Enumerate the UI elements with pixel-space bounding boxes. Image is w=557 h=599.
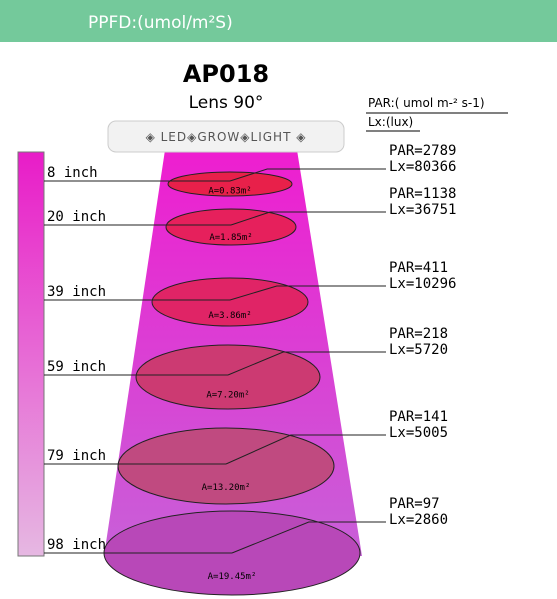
leader-line bbox=[229, 285, 386, 301]
par-label: PAR=218 bbox=[389, 326, 448, 342]
lux-label: Lx=5720 bbox=[389, 342, 448, 358]
area-label: A=19.45m² bbox=[208, 572, 257, 582]
par-label: PAR=97 bbox=[389, 496, 440, 512]
par-label: PAR=141 bbox=[389, 409, 448, 425]
area-label: A=3.86m² bbox=[208, 311, 251, 321]
beam-area bbox=[135, 344, 321, 410]
beam-area bbox=[151, 277, 309, 327]
lux-label: Lx=2860 bbox=[389, 512, 448, 528]
leader-line bbox=[229, 168, 386, 182]
beam-area bbox=[117, 427, 335, 505]
area-label: A=7.20m² bbox=[206, 391, 249, 401]
leader-line bbox=[231, 521, 386, 554]
fixture bbox=[107, 120, 345, 153]
lux-label: Lx=80366 bbox=[389, 159, 456, 175]
area-label: A=13.20m² bbox=[202, 483, 251, 493]
leader-line bbox=[225, 434, 386, 465]
lux-label: Lx=5005 bbox=[389, 425, 448, 441]
model: AP018 bbox=[183, 60, 269, 88]
par-unit: PAR:( umol m-² s-1) bbox=[368, 96, 485, 110]
par-label: PAR=2789 bbox=[389, 143, 456, 159]
par-label: PAR=1138 bbox=[389, 186, 456, 202]
distance-label: 79 inch bbox=[47, 448, 106, 464]
beam-area bbox=[167, 171, 293, 197]
distance-label: 39 inch bbox=[47, 284, 106, 300]
lux-label: Lx=10296 bbox=[389, 276, 456, 292]
distance-label: 98 inch bbox=[47, 537, 106, 553]
intensity-bar bbox=[17, 151, 45, 557]
area-label: A=0.83m² bbox=[208, 187, 251, 197]
header-title: PPFD:(umol/m²S) bbox=[88, 13, 233, 33]
beam-area bbox=[165, 208, 297, 246]
lux-unit: Lx:(lux) bbox=[368, 115, 413, 129]
par-label: PAR=411 bbox=[389, 260, 448, 276]
lux-label: Lx=36751 bbox=[389, 202, 456, 218]
area-label: A=1.85m² bbox=[209, 233, 252, 243]
distance-label: 59 inch bbox=[47, 359, 106, 375]
fixture-label: ◈ LED◈GROW◈LIGHT ◈ bbox=[146, 130, 307, 144]
distance-label: 8 inch bbox=[47, 165, 98, 181]
leader-line bbox=[230, 211, 386, 226]
header-bar bbox=[0, 0, 557, 42]
distance-label: 20 inch bbox=[47, 209, 106, 225]
lens: Lens 90° bbox=[189, 93, 264, 113]
leader-line bbox=[227, 351, 386, 376]
